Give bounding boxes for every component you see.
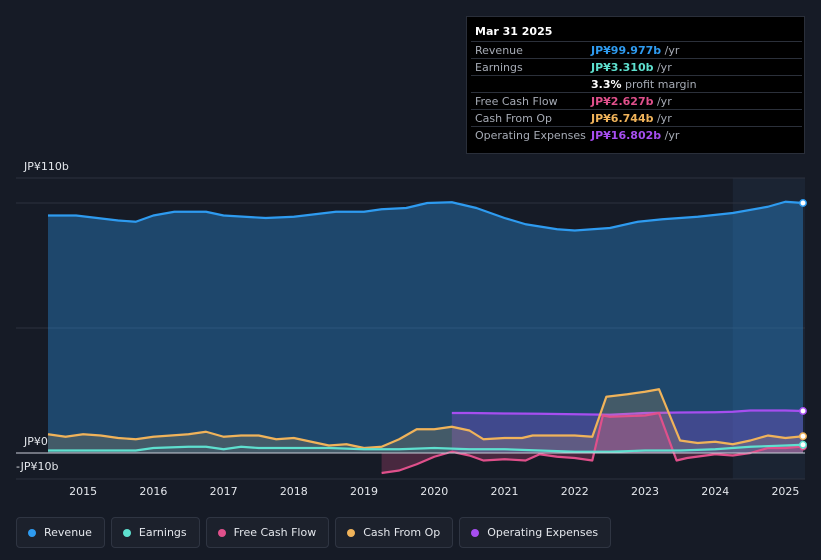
x-tick-label: 2016 (139, 485, 167, 498)
tooltip-row-value: JP¥16.802b /yr (591, 129, 680, 142)
y-tick-label: JP¥0 (23, 435, 48, 448)
legend-dot-icon (217, 528, 226, 537)
x-tick-label: 2024 (701, 485, 729, 498)
earnings-end-marker (799, 440, 807, 449)
tooltip-panel: Mar 31 2025 Revenue JP¥99.977b /yr Earning… (466, 16, 805, 154)
legend-item-earnings[interactable]: Earnings (110, 517, 200, 548)
tooltip-row-value: JP¥2.627b /yr (591, 95, 672, 108)
legend-label: Earnings (138, 526, 187, 539)
x-tick-label: 2025 (771, 485, 799, 498)
tooltip-row-value: 3.3% profit margin (591, 78, 697, 91)
operating-expenses-line (451, 409, 804, 416)
x-tick-label: 2023 (631, 485, 659, 498)
legend-label: Cash From Op (363, 526, 441, 539)
cash-from-op-end-marker (799, 432, 807, 441)
legend-dot-icon (28, 528, 36, 537)
x-tick-label: 2019 (350, 485, 378, 498)
tooltip-row-value: JP¥99.977b /yr (591, 44, 680, 57)
tooltip-date: Mar 31 2025 (475, 25, 553, 38)
tooltip-row: Free Cash Flow JP¥2.627b /yr (471, 92, 802, 110)
tooltip-row-label: Operating Expenses (475, 129, 586, 142)
x-tick-label: 2020 (420, 485, 448, 498)
chart-area: JP¥110b JP¥0 -JP¥10b 2015 2016 2017 2018 2019 20… (16, 160, 807, 498)
y-tick-label: -JP¥10b (16, 460, 58, 473)
tooltip-row: 3.3% profit margin (471, 75, 802, 93)
tooltip-row-label: Cash From Op (475, 112, 553, 125)
revenue-line (48, 200, 804, 232)
legend-dot-icon (122, 528, 131, 537)
chart-legend: Revenue Earnings Free Cash Flow Cash From O… (16, 517, 612, 548)
legend-label: Operating Expenses (487, 526, 599, 539)
legend-dot-icon (471, 528, 480, 537)
tooltip-row-label: Revenue (475, 44, 523, 57)
legend-item-cash-from-op[interactable]: Cash From Op (335, 517, 454, 548)
cash-from-op-area (48, 389, 803, 453)
tooltip-row: Cash From Op JP¥6.744b /yr (471, 109, 802, 127)
y-tick-label: JP¥110b (23, 160, 69, 173)
legend-item-revenue[interactable]: Revenue (16, 517, 105, 548)
legend-label: Revenue (44, 526, 92, 539)
x-tick-label: 2015 (69, 485, 97, 498)
tooltip-row-value: JP¥6.744b /yr (591, 112, 672, 125)
revenue-area (48, 201, 803, 453)
free-cash-flow-area (381, 413, 803, 473)
earnings-line (48, 443, 804, 453)
legend-item-free-cash-flow[interactable]: Free Cash Flow (205, 517, 330, 548)
free-cash-flow-line (381, 411, 804, 475)
tooltip-row: Operating Expenses JP¥16.802b /yr (471, 126, 802, 144)
tooltip-row-label: Earnings (475, 61, 523, 74)
x-tick-label: 2022 (561, 485, 589, 498)
legend-dot-icon (347, 528, 356, 537)
operating-expenses-end-marker (799, 407, 807, 415)
x-tick-label: 2017 (210, 485, 238, 498)
revenue-end-marker (799, 199, 807, 207)
x-tick-label: 2021 (491, 485, 519, 498)
tooltip-row-label: Free Cash Flow (475, 95, 558, 108)
tooltip-row-value: JP¥3.310b /yr (591, 61, 672, 74)
tooltip-row: Revenue JP¥99.977b /yr (471, 41, 802, 59)
legend-item-operating-expenses[interactable]: Operating Expenses (459, 517, 612, 548)
x-tick-label: 2018 (280, 485, 308, 498)
tooltip-row: Earnings JP¥3.310b /yr (471, 58, 802, 76)
cash-from-op-line (47, 388, 804, 450)
legend-label: Free Cash Flow (233, 526, 317, 539)
